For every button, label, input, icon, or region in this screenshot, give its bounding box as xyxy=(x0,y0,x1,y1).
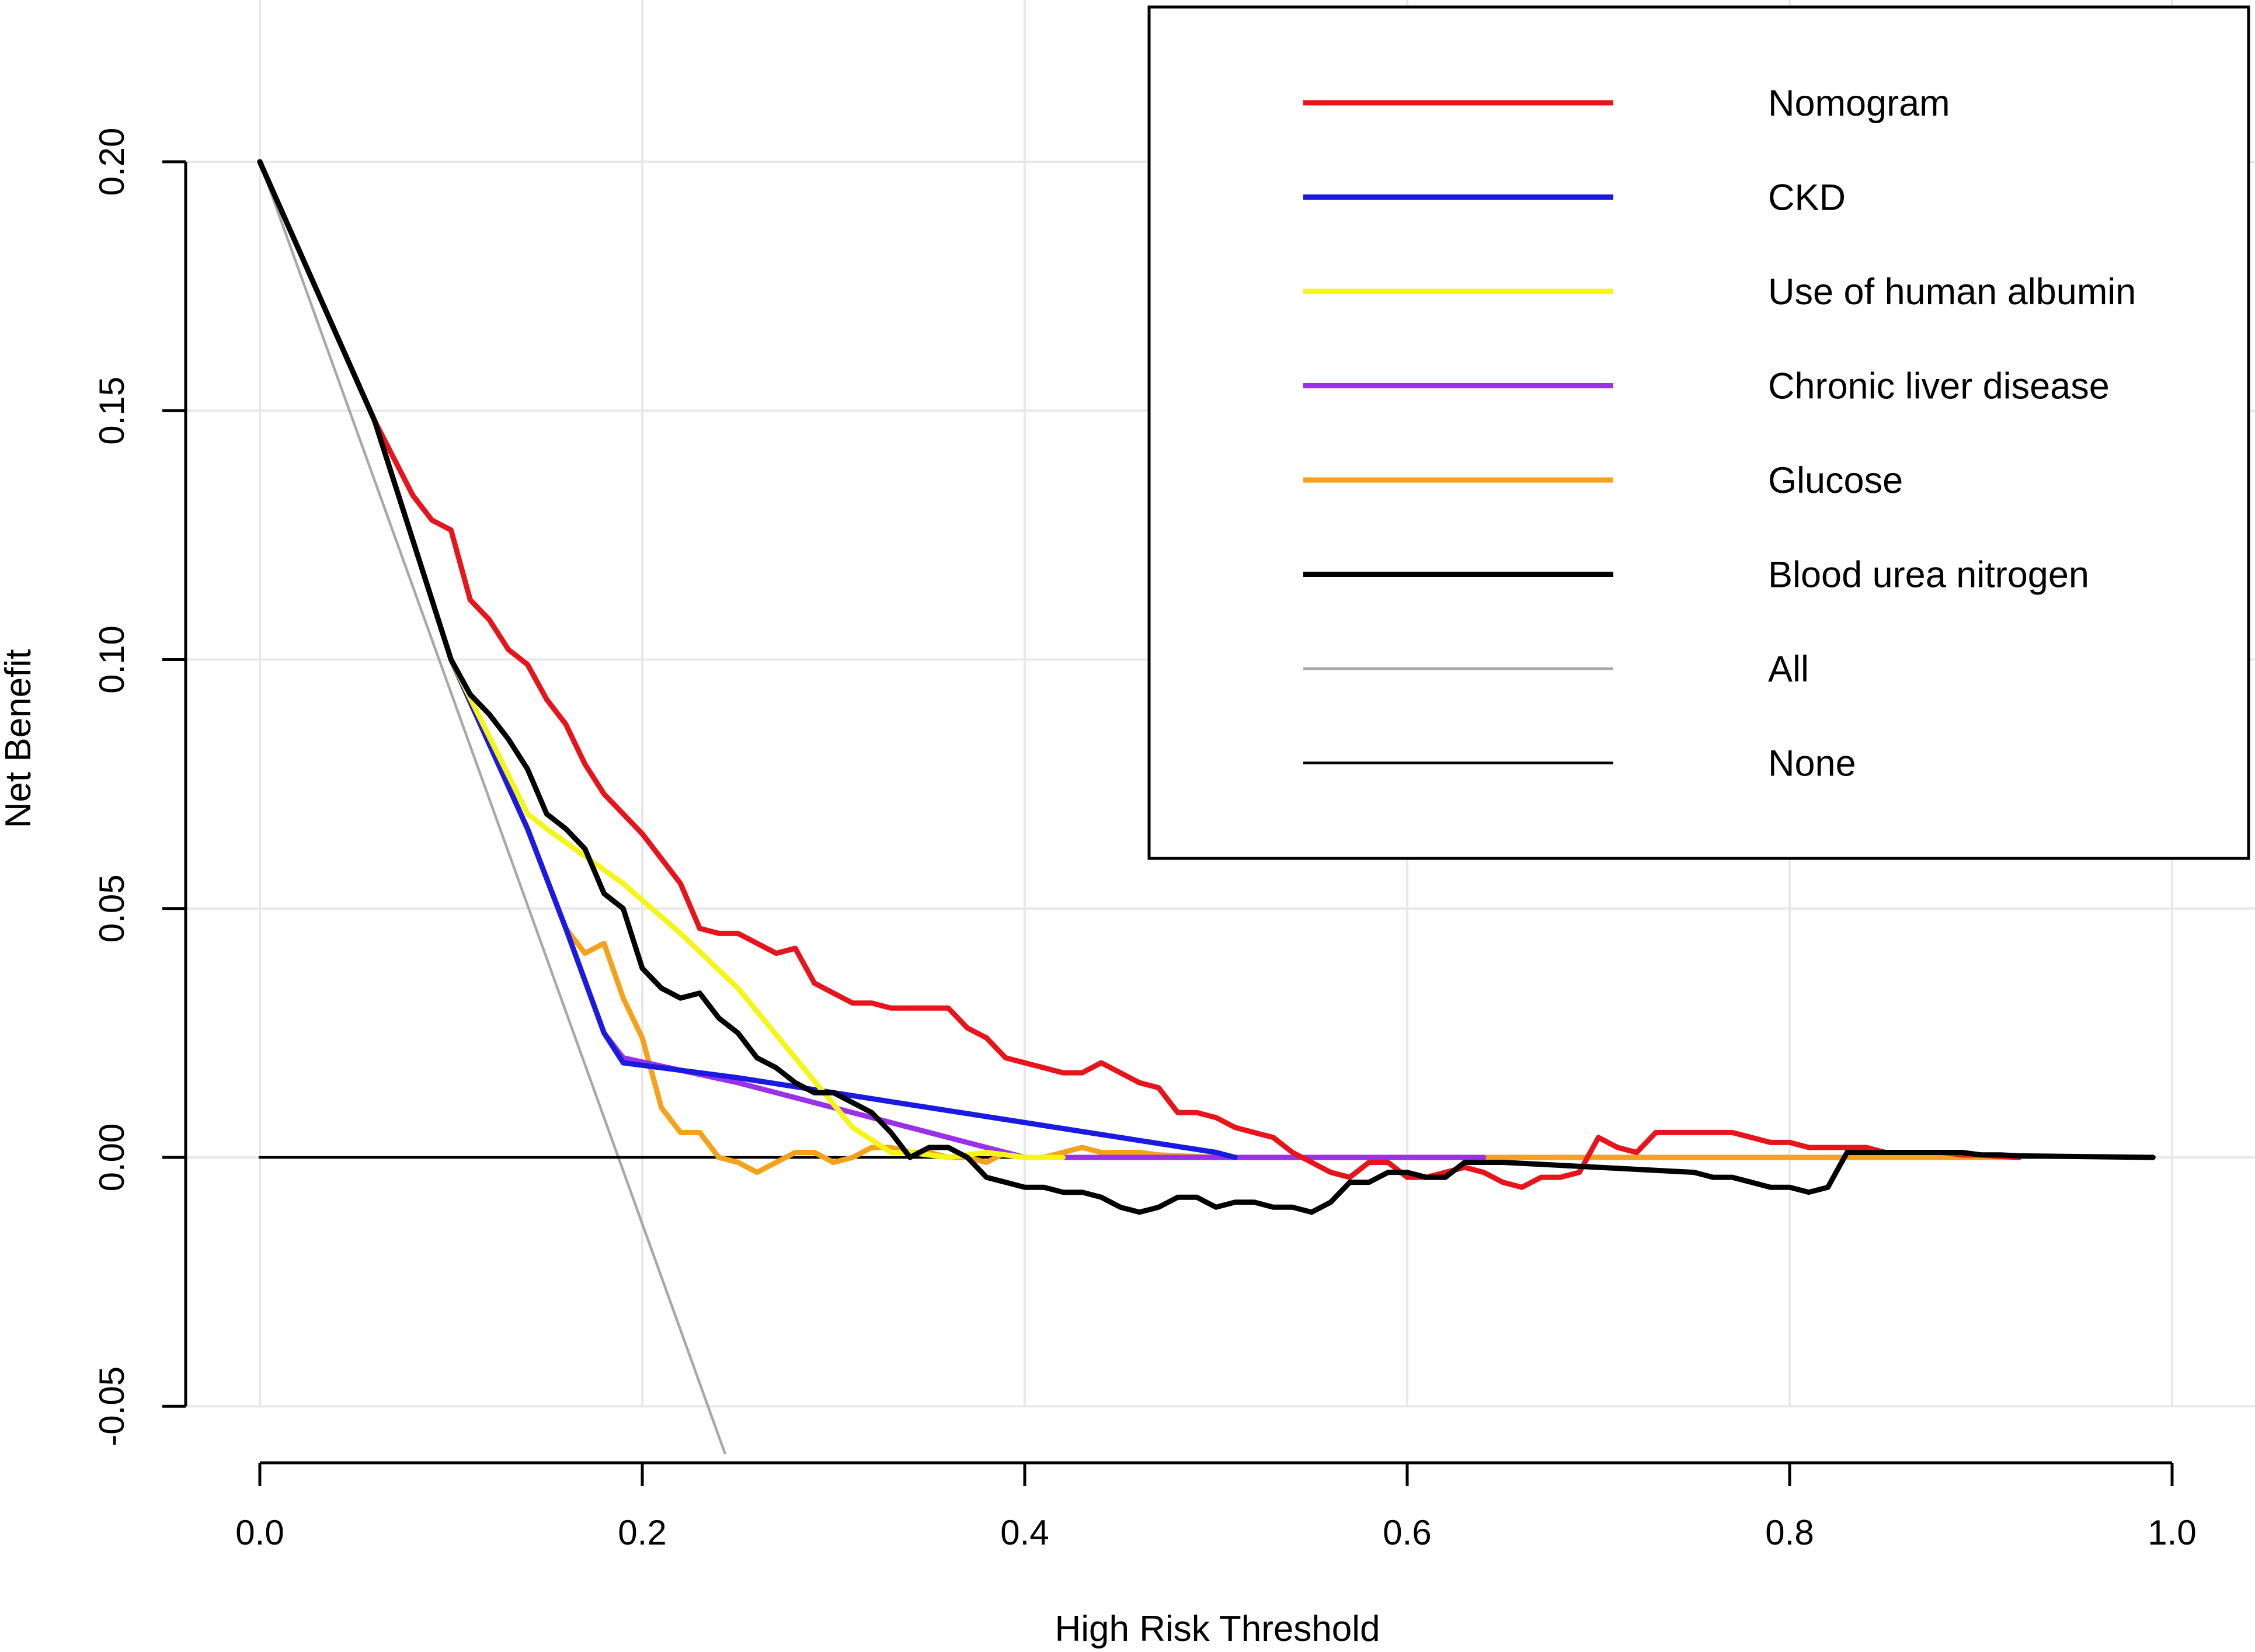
x-tick-label: 0.2 xyxy=(618,1513,666,1552)
legend-label: Nomogram xyxy=(1768,83,1950,124)
legend: Nomogram CKD Use of human albumin Chronic l… xyxy=(1147,5,2250,860)
y-tick-label: 0.00 xyxy=(92,1124,131,1192)
series-lines xyxy=(257,159,2156,1454)
legend-box xyxy=(1147,5,2250,860)
legend-label: CKD xyxy=(1768,178,1846,218)
y-tick-label: 0.20 xyxy=(92,128,131,196)
x-tick-label: 1.0 xyxy=(2148,1513,2196,1552)
x-tick-label: 0.0 xyxy=(235,1513,284,1552)
x-tick-label: 0.8 xyxy=(1765,1513,1814,1552)
y-tick-label: 0.05 xyxy=(92,874,131,942)
legend-label: All xyxy=(1768,649,1809,690)
x-tick-label: 0.6 xyxy=(1383,1513,1431,1552)
legend-label: Chronic liver disease xyxy=(1768,366,2110,407)
series-line-blood-urea-nitrogen xyxy=(257,159,2156,1215)
series-line-all xyxy=(258,160,727,1454)
y-tick-label: -0.05 xyxy=(92,1366,131,1446)
legend-label: None xyxy=(1768,743,1856,784)
y-tick-label: 0.15 xyxy=(92,377,131,445)
legend-label: Use of human albumin xyxy=(1768,272,2136,312)
y-axis-title: Net Benefit xyxy=(0,649,39,829)
y-tick-label: 0.10 xyxy=(92,625,131,694)
x-tick-label: 0.4 xyxy=(1000,1513,1049,1552)
axes: 0.0 0.2 0.4 0.6 0.8 1.0 -0.05 0.00 0.05 0.10 0.15 0… xyxy=(92,128,2197,1552)
legend-label: Glucose xyxy=(1768,460,1903,501)
series-line-nomogram xyxy=(257,159,2022,1190)
x-axis-title: High Risk Threshold xyxy=(1055,1609,1380,1649)
legend-label: Blood urea nitrogen xyxy=(1768,555,2089,596)
